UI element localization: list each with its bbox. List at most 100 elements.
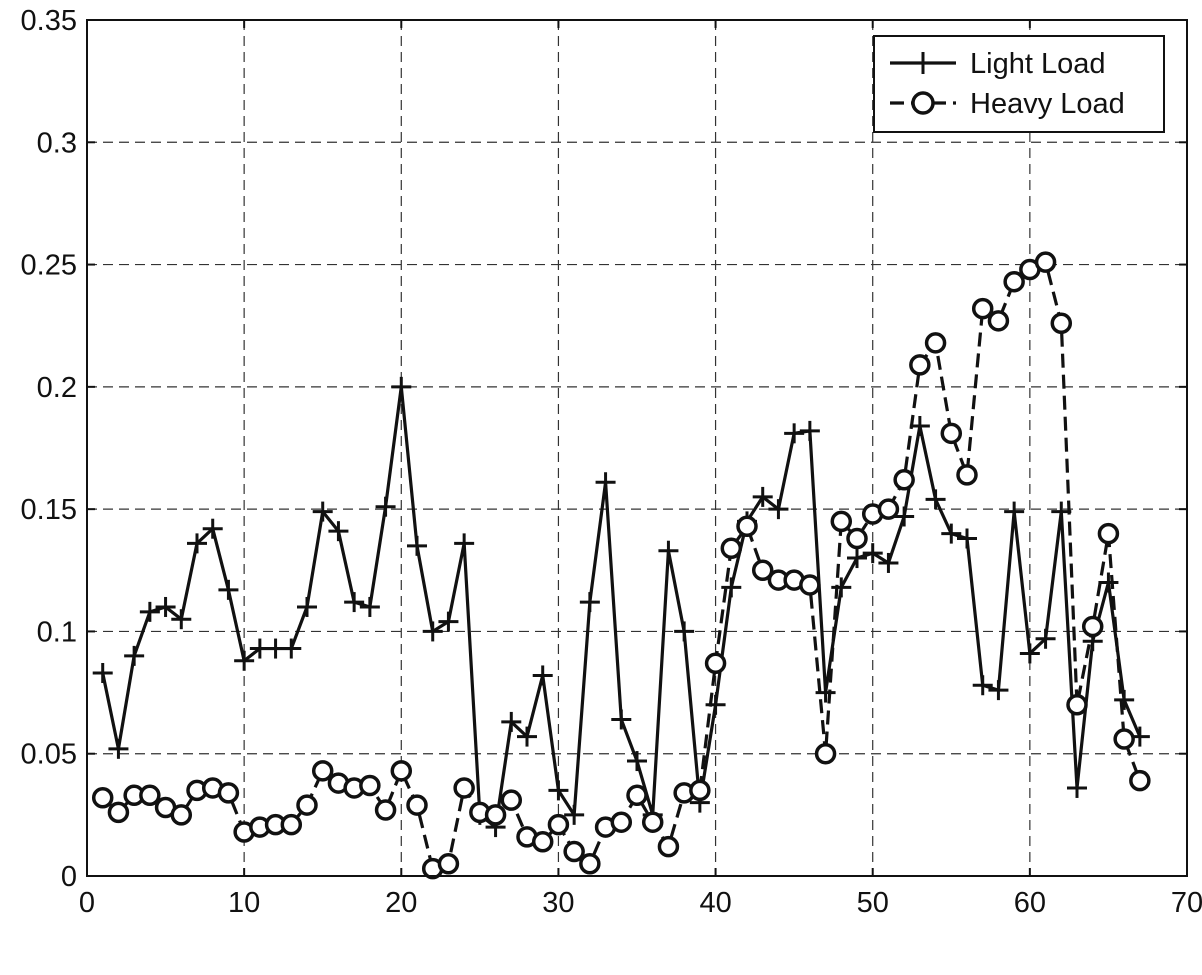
data-point-light-load	[674, 621, 695, 642]
data-point-light-load	[595, 472, 616, 493]
data-point-light-load	[579, 592, 600, 613]
legend-label-light-load: Light Load	[970, 48, 1105, 80]
data-point-light-load	[344, 592, 365, 613]
data-point-light-load	[972, 675, 993, 696]
series-light-load	[92, 376, 1150, 838]
data-point-light-load	[1004, 501, 1025, 522]
data-point-heavy-load	[217, 782, 240, 804]
data-point-heavy-load	[641, 811, 664, 833]
y-tick-label: 0.05	[21, 739, 77, 771]
data-point-heavy-load	[437, 853, 460, 875]
y-tick-label: 0.25	[21, 250, 77, 282]
data-point-light-load	[894, 506, 915, 527]
data-point-heavy-load	[280, 813, 303, 836]
data-point-heavy-load	[359, 774, 381, 797]
grid-lines	[87, 20, 1187, 876]
data-point-heavy-load	[924, 332, 947, 354]
x-tick-label: 70	[1171, 887, 1202, 919]
data-point-heavy-load	[500, 789, 523, 811]
legend-label-heavy-load: Heavy Load	[970, 88, 1125, 120]
x-tick-label: 50	[857, 887, 889, 919]
data-point-light-load	[92, 663, 113, 684]
x-tick-label: 30	[542, 887, 574, 919]
y-tick-label: 0.1	[37, 616, 77, 648]
data-point-light-load	[1035, 628, 1056, 649]
data-point-heavy-load	[704, 652, 727, 674]
data-point-heavy-load	[484, 804, 507, 826]
data-point-light-load	[375, 496, 396, 517]
data-point-light-load	[187, 533, 207, 554]
data-point-heavy-load	[1129, 769, 1151, 792]
data-point-heavy-load	[736, 515, 758, 538]
x-tick-label: 60	[1014, 887, 1046, 919]
data-point-light-load	[407, 535, 427, 556]
data-point-heavy-load	[830, 510, 853, 533]
data-point-heavy-load	[1113, 728, 1135, 750]
data-point-light-load	[909, 415, 930, 436]
y-tick-label: 0.2	[37, 372, 77, 404]
data-point-heavy-load	[1050, 312, 1073, 335]
data-point-light-load	[925, 489, 946, 510]
data-point-light-load	[517, 726, 537, 747]
data-point-light-load	[218, 579, 239, 600]
data-point-light-load	[721, 577, 742, 598]
data-point-light-load	[281, 638, 302, 659]
data-point-light-load	[501, 711, 522, 732]
data-point-light-load	[454, 533, 475, 554]
data-point-heavy-load	[846, 527, 868, 550]
x-tick-label: 0	[79, 887, 95, 919]
data-point-light-load	[799, 420, 820, 441]
data-point-heavy-load	[956, 464, 978, 486]
data-point-heavy-load	[531, 831, 554, 853]
data-point-light-load	[202, 518, 223, 539]
data-point-heavy-load	[657, 835, 680, 858]
data-point-heavy-load	[893, 469, 915, 491]
data-point-heavy-load	[107, 801, 130, 824]
data-point-heavy-load	[563, 840, 585, 863]
data-point-heavy-load	[1081, 615, 1104, 638]
data-point-light-load	[124, 645, 145, 666]
data-point-heavy-load	[1034, 251, 1057, 273]
data-point-heavy-load	[139, 784, 161, 807]
data-point-heavy-load	[1097, 522, 1120, 545]
data-point-light-load	[155, 596, 176, 617]
y-tick-label: 0.3	[37, 127, 77, 159]
axis-ticks	[86, 19, 1188, 877]
data-point-light-load	[815, 682, 836, 703]
data-point-heavy-load	[1066, 694, 1088, 716]
data-point-light-load	[391, 376, 412, 397]
plot-area-frame	[86, 19, 1188, 877]
data-point-light-load	[941, 523, 962, 544]
data-point-light-load	[705, 694, 726, 715]
data-point-light-load	[532, 665, 553, 686]
data-point-light-load	[359, 596, 380, 617]
data-point-light-load	[328, 521, 349, 542]
data-point-heavy-load	[547, 813, 570, 836]
data-point-light-load	[108, 738, 129, 759]
y-tick-label: 0.15	[21, 494, 77, 526]
data-point-heavy-load	[799, 574, 821, 596]
data-point-heavy-load	[751, 559, 774, 582]
x-tick-label: 10	[228, 887, 260, 919]
data-point-heavy-load	[311, 760, 334, 782]
data-point-heavy-load	[987, 310, 1010, 332]
data-point-light-load	[171, 609, 192, 630]
data-point-heavy-load	[877, 498, 900, 520]
data-point-heavy-load	[971, 297, 994, 320]
legend: Light Load Heavy Load	[873, 35, 1165, 133]
data-point-light-load	[862, 543, 883, 564]
series-layer	[91, 251, 1151, 880]
data-point-light-load	[627, 751, 647, 772]
data-point-light-load	[422, 621, 443, 642]
data-point-light-load	[1098, 572, 1119, 593]
y-tick-label: 0	[61, 861, 77, 893]
data-point-light-load	[548, 780, 569, 801]
data-point-light-load	[1019, 643, 1040, 664]
data-point-heavy-load	[626, 784, 648, 807]
data-point-light-load	[831, 577, 852, 598]
legend-item-heavy-load: Heavy Load	[890, 88, 1125, 120]
data-point-heavy-load	[170, 804, 193, 826]
data-point-light-load	[139, 601, 160, 622]
data-point-light-load	[768, 499, 789, 520]
data-point-heavy-load	[453, 777, 475, 799]
